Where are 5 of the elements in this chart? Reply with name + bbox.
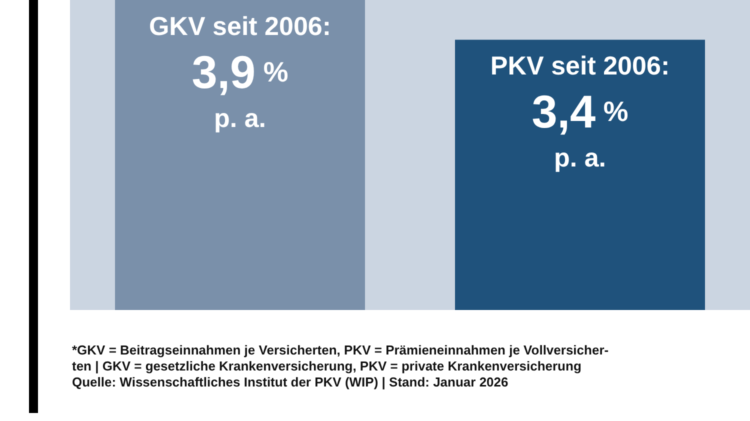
source-note: Quelle: Wissenschaftliches Institut der PKV (WIP) | Stand: Januar 2026: [72, 374, 508, 390]
text: *GKV = Beitragseinnahmen je Versicherten, PKV = Prämieneinnahmen je Vollversicher-: [72, 342, 609, 358]
text: ten | GKV = gesetzliche Krankenversicherung, PKV = private Krankenversicherung: [72, 358, 582, 374]
data-label: GKV seit 2006: 3,9 % p. a.: [148, 11, 332, 133]
data-label: PKV seit 2006: 3,4 % p. a.: [490, 50, 670, 173]
